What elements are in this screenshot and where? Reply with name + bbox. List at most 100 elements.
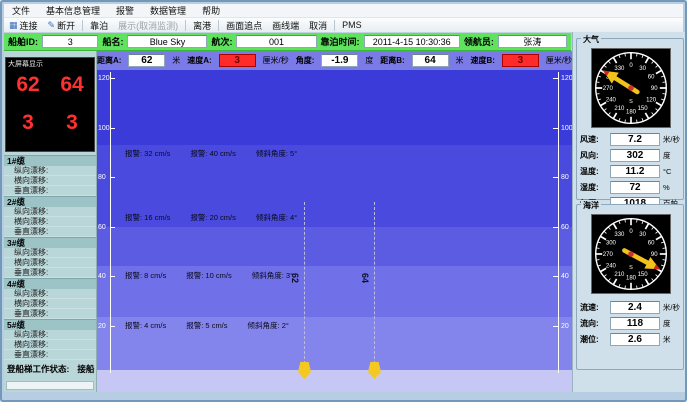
env-field-value[interactable]: 118 bbox=[610, 316, 660, 330]
cable-group-header-4: 5#缆 bbox=[4, 319, 96, 330]
axis-tick bbox=[110, 276, 115, 277]
env-field-label: 风速: bbox=[580, 134, 599, 144]
ship-info-value-0[interactable]: 3 bbox=[42, 35, 99, 48]
cable-group-header-3: 4#缆 bbox=[4, 278, 96, 289]
env-field-row: 湿度: 72% bbox=[577, 179, 683, 195]
axis-tick bbox=[110, 78, 115, 79]
measure-label-0: 距离A: bbox=[97, 56, 122, 65]
env-field-label: 温度: bbox=[580, 166, 599, 176]
env-field-label: 流速: bbox=[580, 302, 599, 312]
toolbar-button-5[interactable]: 画面追点 bbox=[221, 19, 267, 32]
alarm-angle: 倾斜角度: 5° bbox=[255, 149, 298, 158]
axis-tick-label: 80 bbox=[561, 174, 569, 181]
toolbar-button-4[interactable]: 离港 bbox=[188, 19, 216, 32]
dial-number: 330 bbox=[614, 66, 625, 72]
toolbar-button-6[interactable]: 画线端 bbox=[267, 19, 304, 32]
cable-drift-item: 横向漂移: bbox=[4, 176, 96, 186]
measurement-bar: 距离A: 62 米速度A: 3 厘米/秒 角度: -1.9 度距离B: 64 米速度B: 3 厘米/秒 bbox=[97, 51, 572, 70]
measure-label-4: 速度B: bbox=[470, 56, 495, 65]
env-field-unit: °C bbox=[663, 166, 672, 176]
alarm-threshold-row-2: 报警: 8 cm/s 报警: 10 cm/s 倾斜角度: 3° bbox=[125, 270, 293, 281]
plot-axis-left bbox=[110, 72, 111, 373]
axis-tick-label: 120 bbox=[561, 75, 572, 82]
measure-label-2: 角度: bbox=[295, 56, 315, 65]
compass-dial: 0306090120150180210240270300330S bbox=[595, 218, 667, 290]
toolbar-button-label: 离港 bbox=[193, 20, 212, 31]
measure-value-2[interactable]: -1.9 bbox=[321, 54, 359, 67]
disconnect-icon: ✎ bbox=[47, 19, 56, 30]
weather-group-title: 大气 bbox=[581, 34, 601, 45]
ship-info-value-2[interactable]: 001 bbox=[236, 35, 317, 48]
toolbar-button-label: 靠泊 bbox=[90, 20, 109, 31]
compass-dial: 0306090120150180210240270300330S bbox=[595, 52, 667, 124]
dial-number: 270 bbox=[603, 252, 614, 258]
measure-value-1[interactable]: 3 bbox=[218, 54, 256, 67]
toolbar-separator bbox=[185, 19, 187, 31]
menu-item-2[interactable]: 报警 bbox=[116, 6, 135, 16]
env-field-unit: % bbox=[663, 182, 670, 192]
axis-tick bbox=[553, 177, 558, 178]
env-field-value[interactable]: 2.4 bbox=[609, 300, 660, 314]
dial-number: 180 bbox=[626, 275, 637, 281]
env-field-value[interactable]: 72 bbox=[610, 180, 660, 194]
toolbar-button-8[interactable]: PMS bbox=[337, 20, 367, 30]
menu-item-4[interactable]: 帮助 bbox=[202, 6, 221, 16]
toolbar-button-7[interactable]: 取消 bbox=[304, 19, 332, 32]
ship-info-label-2: 航次: bbox=[211, 37, 233, 47]
ship-info-value-4[interactable]: 张涛 bbox=[497, 35, 567, 48]
alarm-angle: 倾斜角度: 2° bbox=[247, 321, 289, 330]
ocean-group: 海洋 0306090120150180210240270300330S 流速:2… bbox=[576, 200, 684, 370]
axis-tick bbox=[553, 227, 558, 228]
cable-drift-item: 横向漂移: bbox=[4, 299, 96, 309]
cable-drift-item: 纵向漂移: bbox=[4, 330, 96, 340]
weather-group: 大气 0306090120150180210240270300330S 风速: 7… bbox=[576, 34, 684, 210]
axis-tick-label: 20 bbox=[561, 323, 569, 330]
env-field-row: 流速: 2.4 米/秒 bbox=[577, 299, 683, 315]
dial-number: 300 bbox=[606, 240, 617, 246]
axis-tick bbox=[110, 326, 115, 327]
toolbar-button-3[interactable]: 展示(取消监测) bbox=[113, 19, 183, 32]
dial-number: 60 bbox=[648, 240, 655, 246]
env-field-unit: 米 bbox=[663, 334, 671, 344]
axis-tick bbox=[553, 326, 558, 327]
measure-value-0[interactable]: 62 bbox=[128, 54, 166, 67]
ship-info-value-3[interactable]: 2011-4-15 10:30:36 bbox=[363, 35, 460, 48]
env-field-unit: 度 bbox=[663, 318, 671, 328]
dial-number: 330 bbox=[614, 232, 625, 238]
menu-item-3[interactable]: 数据管理 bbox=[150, 6, 187, 16]
cable-drift-item: 横向漂移: bbox=[4, 258, 96, 268]
menu-item-1[interactable]: 基本信息管理 bbox=[46, 6, 101, 16]
ship-info-label-3: 靠泊时间: bbox=[320, 37, 360, 47]
measure-label-1: 速度A: bbox=[187, 56, 212, 65]
ship-info-value-1[interactable]: Blue Sky bbox=[127, 35, 208, 48]
led-display-title: 大屏幕显示 bbox=[8, 61, 43, 68]
axis-tick-label: 80 bbox=[98, 174, 106, 181]
plot-alarm-band bbox=[97, 317, 572, 370]
env-field-value[interactable]: 2.6 bbox=[610, 332, 660, 346]
measure-value-4[interactable]: 3 bbox=[501, 54, 539, 67]
alarm-speed-b: 报警: 20 cm/s bbox=[190, 213, 236, 222]
menu-bar: 文件 基本信息管理 报警 数据管理 帮助 bbox=[4, 4, 683, 18]
env-field-value[interactable]: 11.2 bbox=[610, 164, 660, 178]
ladder-status: 登船梯工作状态: 接船 bbox=[4, 360, 96, 378]
toolbar: ▦ 连接 ✎ 断开 靠泊 展示(取消监测) 离港 画面追点 画线端 取消 PMS bbox=[4, 18, 683, 33]
plot-alarm-band bbox=[97, 266, 572, 317]
ocean-group-title: 海洋 bbox=[581, 200, 601, 211]
env-field-value[interactable]: 7.2 bbox=[609, 132, 660, 146]
toolbar-button-label: PMS bbox=[342, 20, 362, 30]
toolbar-button-0[interactable]: ▦ 连接 bbox=[4, 19, 43, 32]
gauge-needle bbox=[602, 70, 640, 95]
menu-item-0[interactable]: 文件 bbox=[12, 6, 31, 16]
cable-group-header-2: 3#缆 bbox=[4, 237, 96, 248]
measure-unit-1: 厘米/秒 bbox=[262, 56, 289, 65]
dial-number: 30 bbox=[639, 66, 646, 72]
toolbar-button-label: 取消 bbox=[309, 20, 328, 31]
toolbar-button-2[interactable]: 靠泊 bbox=[85, 19, 113, 32]
dial-number: 180 bbox=[626, 109, 637, 115]
env-field-value[interactable]: 302 bbox=[610, 148, 660, 162]
toolbar-button-1[interactable]: ✎ 断开 bbox=[43, 19, 81, 32]
ladder-status-value: 接船 bbox=[77, 364, 95, 374]
measure-value-3[interactable]: 64 bbox=[411, 54, 449, 67]
